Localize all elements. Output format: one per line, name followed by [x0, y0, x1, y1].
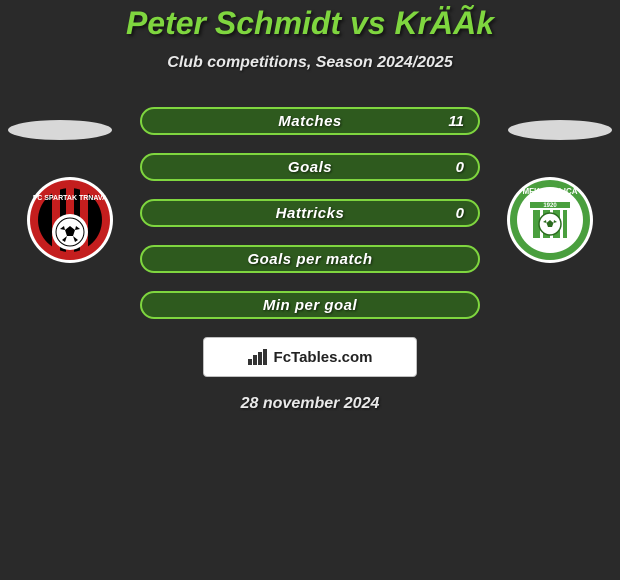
- stat-row-goals-per-match: Goals per match: [140, 245, 480, 273]
- stat-label: Hattricks: [276, 205, 345, 222]
- stat-label: Goals per match: [247, 251, 372, 268]
- page-title: Peter Schmidt vs KrÄÃ­k: [0, 5, 620, 42]
- watermark-text: FcTables.com: [274, 349, 373, 366]
- stat-row-hattricks: Hattricks 0: [140, 199, 480, 227]
- subtitle: Club competitions, Season 2024/2025: [0, 54, 620, 72]
- date-text: 28 november 2024: [0, 395, 620, 413]
- stats-area: Matches 11 Goals 0 Hattricks 0 Goals per…: [0, 107, 620, 319]
- watermark: FcTables.com: [203, 337, 417, 377]
- stat-label: Goals: [288, 159, 332, 176]
- stat-label: Min per goal: [263, 297, 357, 314]
- chart-icon: [248, 349, 268, 365]
- stat-row-matches: Matches 11: [140, 107, 480, 135]
- stat-label: Matches: [278, 113, 342, 130]
- stat-value-right: 11: [448, 113, 464, 130]
- infographic-container: Peter Schmidt vs KrÄÃ­k Club competition…: [0, 0, 620, 413]
- stat-row-goals: Goals 0: [140, 153, 480, 181]
- stat-value-right: 0: [456, 159, 464, 176]
- stat-value-right: 0: [456, 205, 464, 222]
- stat-row-min-per-goal: Min per goal: [140, 291, 480, 319]
